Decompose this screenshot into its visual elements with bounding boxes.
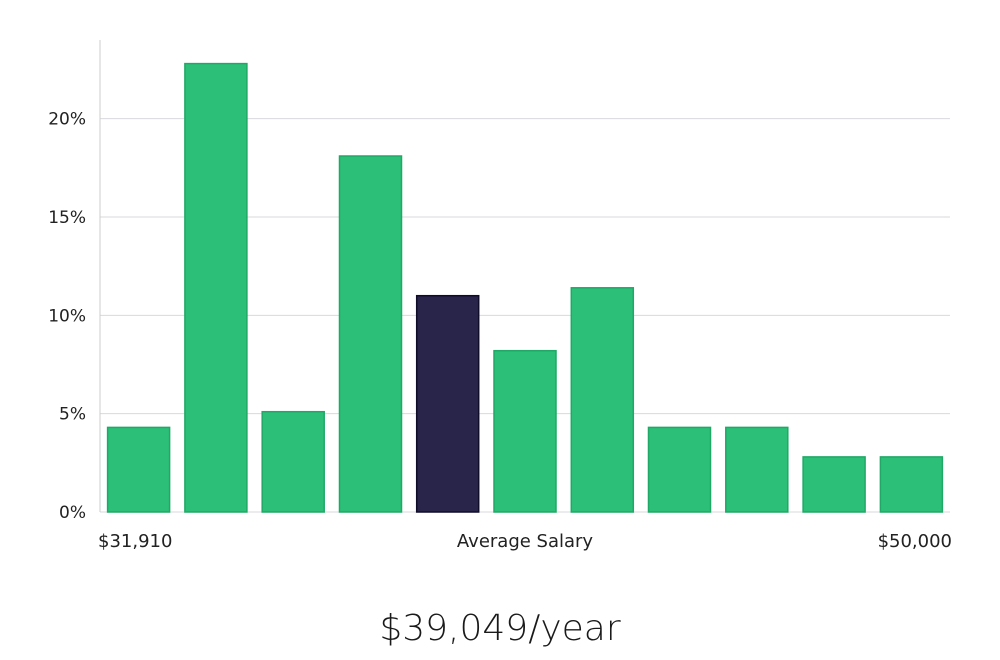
- bar: [184, 62, 248, 513]
- bar: [261, 410, 325, 513]
- bar: [647, 426, 712, 513]
- bar: [570, 287, 635, 513]
- salary-histogram: 0% 5% 10% 15% 20% $31,910 Average Salary $50…: [48, 40, 952, 552]
- y-tick-label: 5%: [59, 405, 86, 425]
- x-min-label: $31,910: [98, 531, 172, 552]
- bar: [879, 456, 944, 513]
- y-tick-label: 0%: [59, 503, 86, 523]
- bar: [338, 155, 403, 513]
- bar-highlight: [415, 294, 480, 513]
- y-tick-label: 10%: [48, 306, 86, 326]
- bars: [106, 62, 944, 513]
- bar: [493, 349, 557, 513]
- y-axis-ticks: 0% 5% 10% 15% 20%: [48, 110, 86, 523]
- bar: [802, 456, 866, 513]
- y-tick-label: 20%: [48, 110, 86, 130]
- bar: [725, 426, 789, 513]
- x-center-label: Average Salary: [457, 531, 594, 552]
- x-max-label: $50,000: [878, 531, 952, 552]
- average-salary-value: $39,049/year: [379, 608, 621, 649]
- bar: [106, 426, 171, 513]
- y-tick-label: 15%: [48, 208, 86, 228]
